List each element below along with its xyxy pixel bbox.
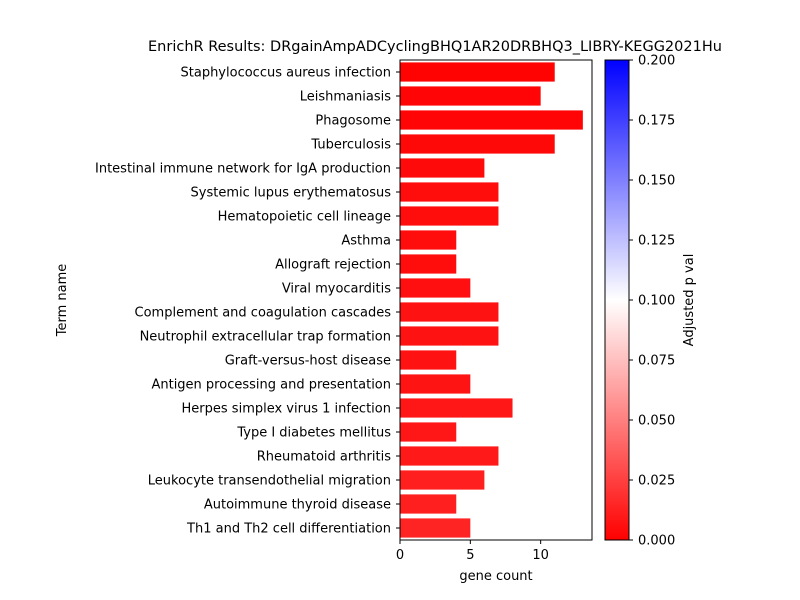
colorbar-tick-label: 0.200 xyxy=(638,54,675,69)
colorbar-tick-label: 0.125 xyxy=(638,234,675,249)
bar xyxy=(400,374,471,394)
y-tick-label: Rheumatoid arthritis xyxy=(257,450,391,465)
bar xyxy=(400,470,485,490)
bar xyxy=(400,134,555,154)
x-ticks-group: 0 5 10 xyxy=(396,540,549,563)
bar xyxy=(400,206,499,226)
y-tick-label: Complement and coagulation cascades xyxy=(135,306,392,321)
bar xyxy=(400,518,471,538)
bar xyxy=(400,446,499,466)
y-tick-label: Th1 and Th2 cell differentiation xyxy=(186,522,391,537)
bar xyxy=(400,326,499,346)
colorbar-tick-label: 0.100 xyxy=(638,294,675,309)
y-tick-label: Staphylococcus aureus infection xyxy=(181,66,392,81)
colorbar-tick-label: 0.000 xyxy=(638,534,675,549)
colorbar xyxy=(604,59,630,541)
y-tick-label: Leishmaniasis xyxy=(300,90,391,105)
y-tick-label: Systemic lupus erythematosus xyxy=(191,186,392,201)
y-tick-label: Allograft rejection xyxy=(275,258,391,273)
bar xyxy=(400,278,471,298)
y-ticks-group: Staphylococcus aureus infection Leishmani… xyxy=(95,66,400,537)
x-tick-label: 0 xyxy=(396,548,404,563)
y-tick-label: Antigen processing and presentation xyxy=(151,378,391,393)
bar xyxy=(400,110,583,130)
y-tick-label: Hematopoietic cell lineage xyxy=(218,210,391,225)
bar xyxy=(400,350,457,370)
plot-frame xyxy=(399,59,593,541)
y-tick-label: Graft-versus-host disease xyxy=(225,354,391,369)
colorbar-tick-label: 0.050 xyxy=(638,414,675,429)
bar xyxy=(400,182,499,202)
bar xyxy=(400,230,457,250)
chart-title: EnrichR Results: DRgainAmpADCyclingBHQ1A… xyxy=(148,39,722,55)
bar xyxy=(400,254,457,274)
bar xyxy=(400,398,513,418)
y-tick-label: Autoimmune thyroid disease xyxy=(204,498,391,513)
y-tick-label: Neutrophil extracellular trap formation xyxy=(140,330,391,345)
colorbar-label: Adjusted p val xyxy=(682,254,697,347)
y-tick-label: Herpes simplex virus 1 infection xyxy=(182,402,391,417)
colorbar-tick-label: 0.150 xyxy=(638,174,675,189)
y-tick-label: Leukocyte transendothelial migration xyxy=(148,474,391,489)
y-tick-label: Tuberculosis xyxy=(310,138,391,153)
y-tick-label: Viral myocarditis xyxy=(282,282,391,297)
y-tick-label: Intestinal immune network for IgA produc… xyxy=(95,162,391,177)
x-tick-label: 10 xyxy=(532,548,549,563)
bar xyxy=(400,302,499,322)
x-tick-label: 5 xyxy=(466,548,474,563)
colorbar-tick-label: 0.175 xyxy=(638,114,675,129)
colorbar-ticks-group: 0.000 0.025 0.050 0.075 0.100 0.125 0.150 0.175… xyxy=(629,54,675,549)
bar xyxy=(400,62,555,82)
colorbar-tick-label: 0.025 xyxy=(638,474,675,489)
y-tick-label: Asthma xyxy=(341,234,391,249)
bar xyxy=(400,158,485,178)
bar xyxy=(400,86,541,106)
y-tick-label: Type I diabetes mellitus xyxy=(236,426,391,441)
y-tick-label: Phagosome xyxy=(315,114,391,129)
bars-group xyxy=(400,62,583,538)
y-axis-label: Term name xyxy=(55,264,70,338)
colorbar-tick-label: 0.075 xyxy=(638,354,675,369)
x-axis-label: gene count xyxy=(459,569,532,584)
bar xyxy=(400,494,457,514)
bar xyxy=(400,422,457,442)
